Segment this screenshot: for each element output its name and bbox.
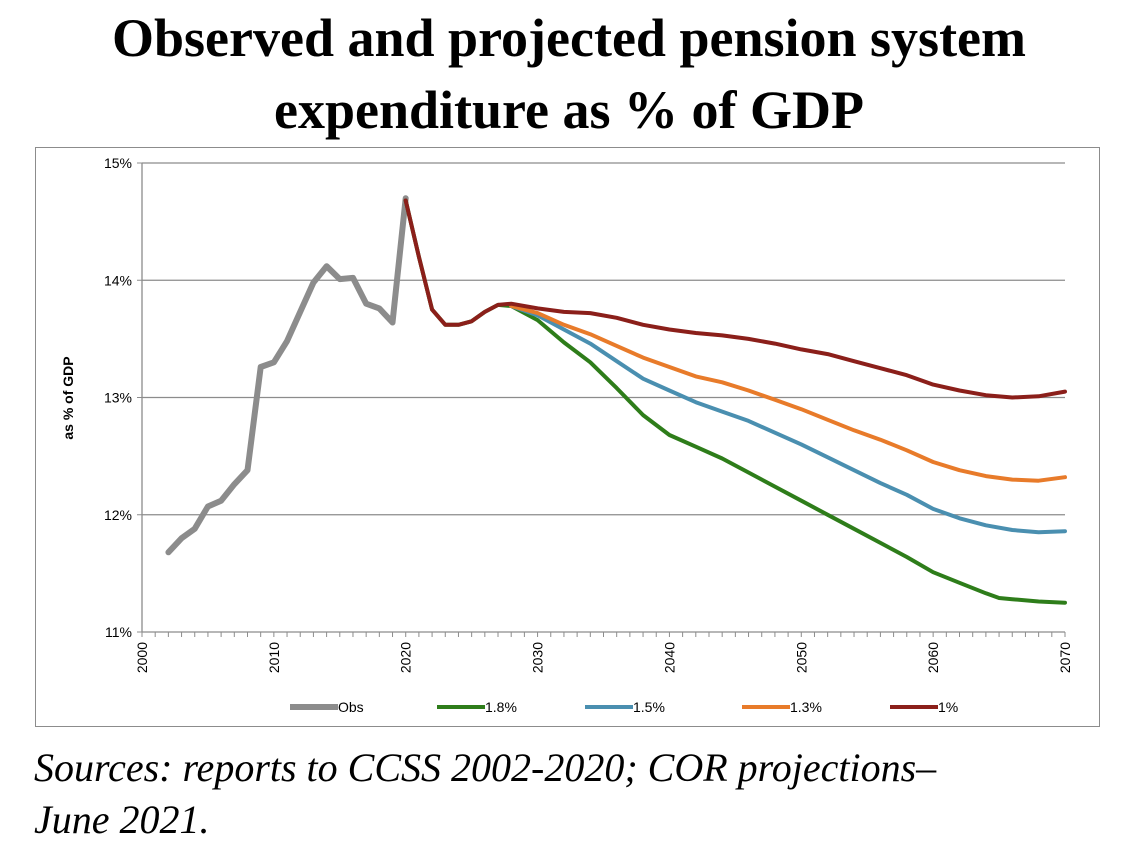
- chart-frame: [35, 147, 1100, 727]
- y-axis-title: as % of GDP: [60, 356, 76, 439]
- y-tick-label: 13%: [104, 390, 132, 406]
- y-tick-label: 14%: [104, 272, 132, 288]
- legend-label: 1.8%: [485, 699, 517, 715]
- source-line-2: June 2021.: [34, 797, 210, 842]
- x-tick-label: 2040: [661, 642, 677, 673]
- source-line-1: Sources: reports to CCSS 2002-2020; COR …: [34, 745, 937, 790]
- legend-label: 1.3%: [790, 699, 822, 715]
- legend-label: 1%: [938, 699, 958, 715]
- y-tick-label: 15%: [104, 155, 132, 171]
- y-tick-label: 12%: [104, 507, 132, 523]
- grid-lines: [142, 162, 1065, 516]
- x-tick-labels: 2000 2010 2020 2030 2040 2050 2060 2070: [134, 642, 1073, 673]
- y-tick-label: 11%: [105, 624, 132, 640]
- x-tick-label: 2020: [398, 642, 414, 673]
- x-tick-label: 2050: [793, 642, 809, 673]
- series-line-15: [509, 304, 1067, 535]
- y-tick-labels: 11% 12% 13% 14% 15%: [104, 155, 132, 640]
- series-line-Obs: [165, 195, 409, 556]
- series-line-1: [403, 198, 1067, 400]
- x-tick-label: 2070: [1057, 642, 1073, 673]
- legend: Obs 1.8% 1.5% 1.3% 1%: [290, 699, 958, 715]
- x-tick-label: 2000: [134, 642, 150, 673]
- series-lines: [165, 195, 1067, 605]
- x-tick-label: 2060: [925, 642, 941, 673]
- title-line-2: expenditure as % of GDP: [274, 80, 864, 140]
- x-tick-label: 2010: [266, 642, 282, 673]
- x-tick-label: 2030: [530, 642, 546, 673]
- chart-title: Observed and projected pension system ex…: [0, 2, 1138, 146]
- axes: [137, 162, 1066, 637]
- series-line-18: [403, 198, 1067, 605]
- series-line-13: [509, 304, 1067, 483]
- source-note: Sources: reports to CCSS 2002-2020; COR …: [34, 742, 1114, 846]
- legend-label: 1.5%: [633, 699, 665, 715]
- title-line-1: Observed and projected pension system: [111, 8, 1027, 68]
- legend-label: Obs: [338, 699, 364, 715]
